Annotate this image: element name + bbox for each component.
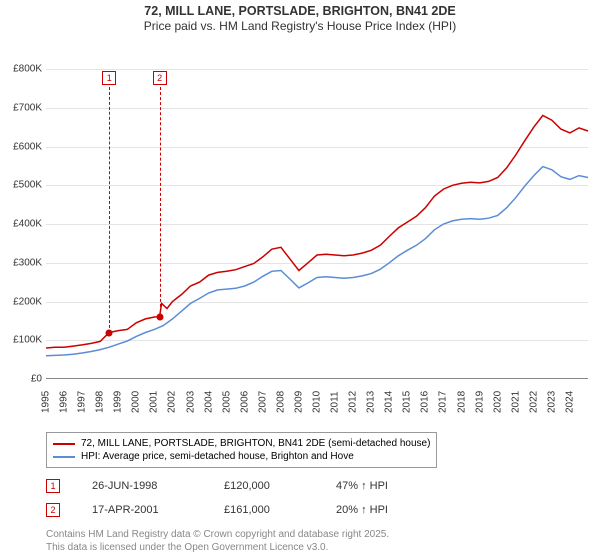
- marker-line: [160, 87, 161, 317]
- marker-box: 1: [102, 71, 116, 85]
- title-subtitle: Price paid vs. HM Land Registry's House …: [0, 19, 600, 33]
- transaction-row: 1 26-JUN-1998 £120,000 47% ↑ HPI: [46, 474, 436, 498]
- footer-attribution: Contains HM Land Registry data © Crown c…: [46, 528, 389, 554]
- legend: 72, MILL LANE, PORTSLADE, BRIGHTON, BN41…: [46, 432, 437, 468]
- title-address: 72, MILL LANE, PORTSLADE, BRIGHTON, BN41…: [0, 4, 600, 18]
- transaction-pct: 47% ↑ HPI: [336, 480, 436, 492]
- marker-line: [109, 87, 110, 333]
- legend-swatch: [53, 443, 75, 445]
- transactions-table: 1 26-JUN-1998 £120,000 47% ↑ HPI 2 17-APR-200…: [46, 474, 436, 522]
- marker-box: 2: [153, 71, 167, 85]
- transaction-price: £120,000: [224, 480, 304, 492]
- marker-dot: [156, 313, 163, 320]
- series-svg: [0, 33, 600, 423]
- legend-label: 72, MILL LANE, PORTSLADE, BRIGHTON, BN41…: [81, 438, 430, 449]
- legend-row: HPI: Average price, semi-detached house,…: [53, 450, 430, 463]
- transaction-marker: 2: [46, 503, 60, 517]
- transaction-marker: 1: [46, 479, 60, 493]
- legend-swatch: [53, 456, 75, 458]
- series-price_paid: [46, 116, 588, 349]
- transaction-date: 17-APR-2001: [92, 504, 192, 516]
- footer-line2: This data is licensed under the Open Gov…: [46, 541, 389, 554]
- legend-row: 72, MILL LANE, PORTSLADE, BRIGHTON, BN41…: [53, 437, 430, 450]
- transaction-price: £161,000: [224, 504, 304, 516]
- chart-title-block: 72, MILL LANE, PORTSLADE, BRIGHTON, BN41…: [0, 0, 600, 33]
- transaction-date: 26-JUN-1998: [92, 480, 192, 492]
- transaction-row: 2 17-APR-2001 £161,000 20% ↑ HPI: [46, 498, 436, 522]
- footer-line1: Contains HM Land Registry data © Crown c…: [46, 528, 389, 541]
- series-hpi: [46, 167, 588, 356]
- chart-area: £0£100K£200K£300K£400K£500K£600K£700K£80…: [0, 33, 600, 423]
- legend-label: HPI: Average price, semi-detached house,…: [81, 451, 354, 462]
- transaction-pct: 20% ↑ HPI: [336, 504, 436, 516]
- marker-dot: [106, 329, 113, 336]
